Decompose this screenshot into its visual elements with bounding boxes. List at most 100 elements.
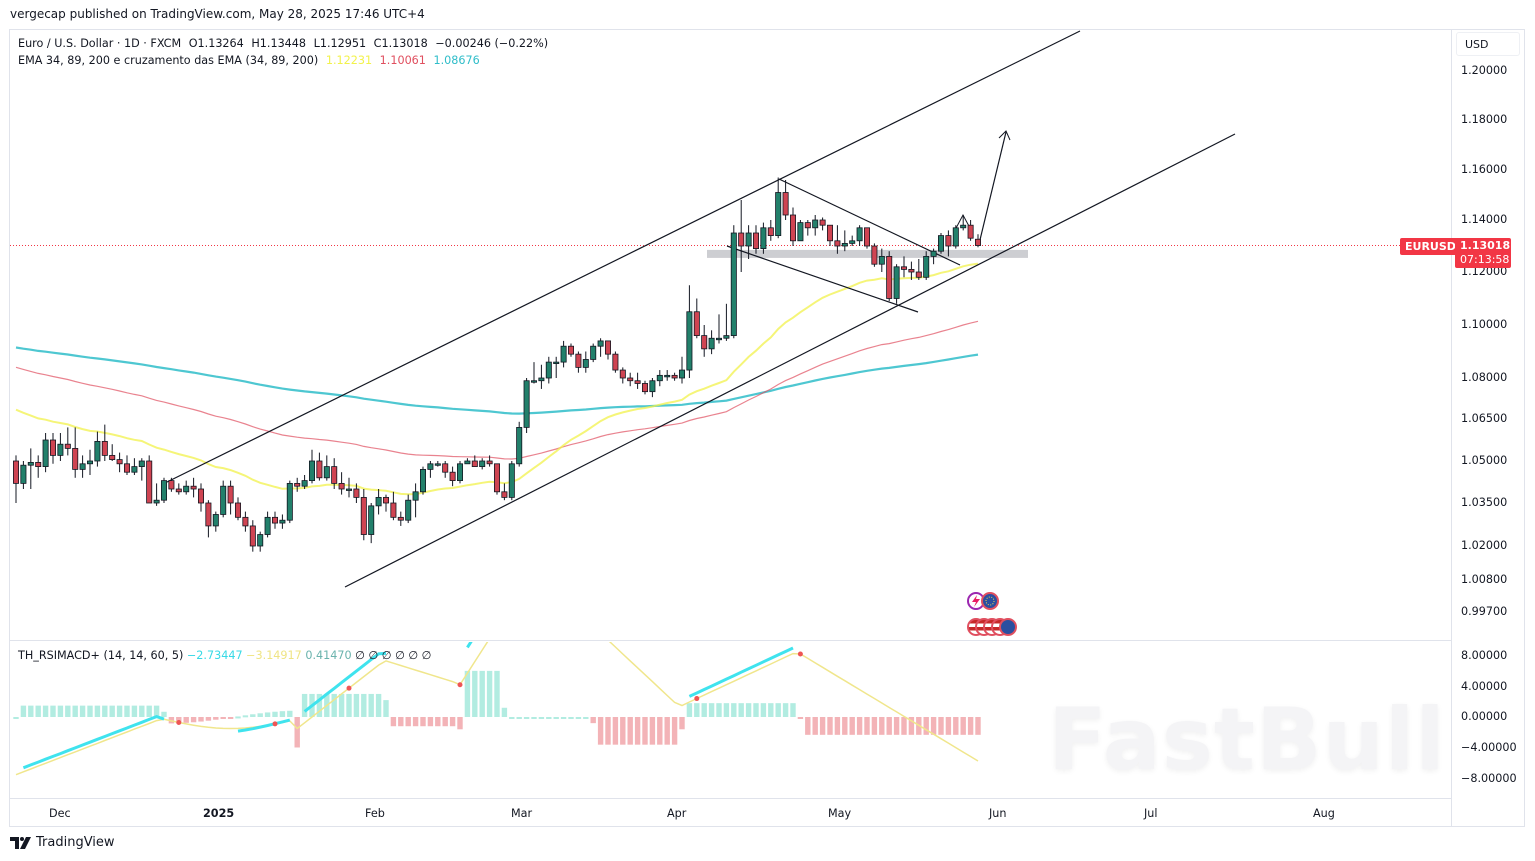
ema89-line[interactable]: [15, 320, 979, 460]
candle-up[interactable]: [538, 377, 545, 382]
candle-up[interactable]: [938, 235, 945, 252]
candle-up[interactable]: [257, 534, 264, 547]
candle-down[interactable]: [64, 443, 71, 449]
candle-up[interactable]: [553, 361, 560, 365]
candle-up[interactable]: [508, 463, 515, 498]
candle-down[interactable]: [360, 496, 367, 535]
candle-up[interactable]: [94, 440, 101, 462]
candle-up[interactable]: [79, 463, 86, 470]
projection-arrow[interactable]: [978, 131, 1007, 245]
candle-up[interactable]: [464, 460, 471, 465]
candle-down[interactable]: [190, 485, 197, 490]
ema34-line[interactable]: [15, 262, 979, 496]
candle-down[interactable]: [449, 471, 456, 482]
candle-down[interactable]: [353, 488, 360, 498]
candle-up[interactable]: [708, 337, 715, 350]
candle-up[interactable]: [760, 227, 767, 250]
candle-down[interactable]: [175, 488, 182, 493]
candle-up[interactable]: [456, 463, 463, 481]
candle-up[interactable]: [131, 466, 138, 473]
price-axis[interactable]: [1451, 30, 1526, 826]
candle-up[interactable]: [345, 488, 352, 491]
candle-down[interactable]: [12, 460, 19, 484]
candle-up[interactable]: [923, 255, 930, 278]
eu-flag-event-icon[interactable]: [981, 592, 999, 610]
candle-up[interactable]: [686, 311, 693, 371]
candle-down[interactable]: [945, 235, 952, 247]
candle-down[interactable]: [242, 516, 249, 527]
candle-down[interactable]: [294, 482, 301, 487]
candle-down[interactable]: [390, 502, 397, 518]
candle-down[interactable]: [886, 255, 893, 299]
indicator-label[interactable]: TH_RSIMACD+ (14, 14, 60, 5): [18, 649, 184, 662]
candle-down[interactable]: [397, 516, 404, 521]
candle-up[interactable]: [434, 463, 441, 466]
candle-up[interactable]: [745, 232, 752, 247]
candle-up[interactable]: [597, 340, 604, 347]
candle-up[interactable]: [582, 359, 589, 368]
candle-down[interactable]: [35, 461, 42, 467]
support-zone[interactable]: [707, 249, 1028, 258]
candle-down[interactable]: [975, 238, 982, 246]
candle-down[interactable]: [871, 245, 878, 265]
tradingview-logo[interactable]: TradingView: [10, 835, 115, 850]
candle-up[interactable]: [775, 192, 782, 236]
candle-down[interactable]: [753, 232, 760, 250]
candle-up[interactable]: [560, 345, 567, 363]
candle-up[interactable]: [545, 361, 552, 379]
currency-button[interactable]: USD: [1456, 32, 1520, 56]
candle-down[interactable]: [627, 377, 634, 382]
candle-up[interactable]: [930, 250, 937, 257]
candle-down[interactable]: [575, 353, 582, 368]
candle-up[interactable]: [153, 499, 160, 504]
candle-up[interactable]: [27, 461, 34, 466]
candle-down[interactable]: [782, 192, 789, 216]
candle-down[interactable]: [701, 335, 708, 350]
candle-down[interactable]: [612, 353, 619, 371]
candle-up[interactable]: [893, 266, 900, 299]
channel-lower-line[interactable]: [344, 133, 1236, 588]
candle-down[interactable]: [804, 222, 811, 229]
wedge-upper-line[interactable]: [778, 178, 961, 266]
candle-down[interactable]: [168, 480, 175, 490]
candle-up[interactable]: [183, 485, 190, 493]
candle-up[interactable]: [849, 240, 856, 244]
candle-down[interactable]: [493, 463, 500, 493]
candle-up[interactable]: [841, 242, 848, 247]
candle-down[interactable]: [671, 374, 678, 379]
candle-down[interactable]: [767, 227, 774, 237]
candle-up[interactable]: [412, 491, 419, 501]
candle-up[interactable]: [723, 335, 730, 339]
candle-down[interactable]: [205, 502, 212, 527]
candle-down[interactable]: [442, 463, 449, 473]
candle-down[interactable]: [146, 460, 153, 504]
candle-down[interactable]: [864, 227, 871, 247]
candle-down[interactable]: [790, 214, 797, 242]
wedge-lower-line[interactable]: [726, 245, 919, 313]
candle-down[interactable]: [124, 463, 131, 473]
candle-up[interactable]: [279, 519, 286, 524]
candle-up[interactable]: [960, 224, 967, 229]
candle-down[interactable]: [568, 345, 575, 355]
candle-down[interactable]: [486, 460, 493, 465]
candle-up[interactable]: [656, 374, 663, 382]
symbol-name[interactable]: Euro / U.S. Dollar · 1D · FXCM: [18, 37, 182, 50]
candle-up[interactable]: [427, 463, 434, 470]
candle-up[interactable]: [405, 499, 412, 521]
candle-up[interactable]: [797, 222, 804, 242]
candle-up[interactable]: [516, 426, 523, 465]
candle-down[interactable]: [501, 491, 508, 498]
candle-down[interactable]: [908, 268, 915, 273]
channel-upper-line[interactable]: [164, 30, 1081, 484]
candle-up[interactable]: [952, 227, 959, 247]
candle-up[interactable]: [20, 464, 27, 484]
candle-down[interactable]: [331, 466, 338, 484]
candle-up[interactable]: [878, 255, 885, 265]
candle-up[interactable]: [523, 380, 530, 428]
candle-down[interactable]: [827, 224, 834, 242]
candle-up[interactable]: [664, 374, 671, 378]
candle-up[interactable]: [286, 482, 293, 521]
candle-down[interactable]: [316, 460, 323, 479]
candle-down[interactable]: [271, 516, 278, 524]
